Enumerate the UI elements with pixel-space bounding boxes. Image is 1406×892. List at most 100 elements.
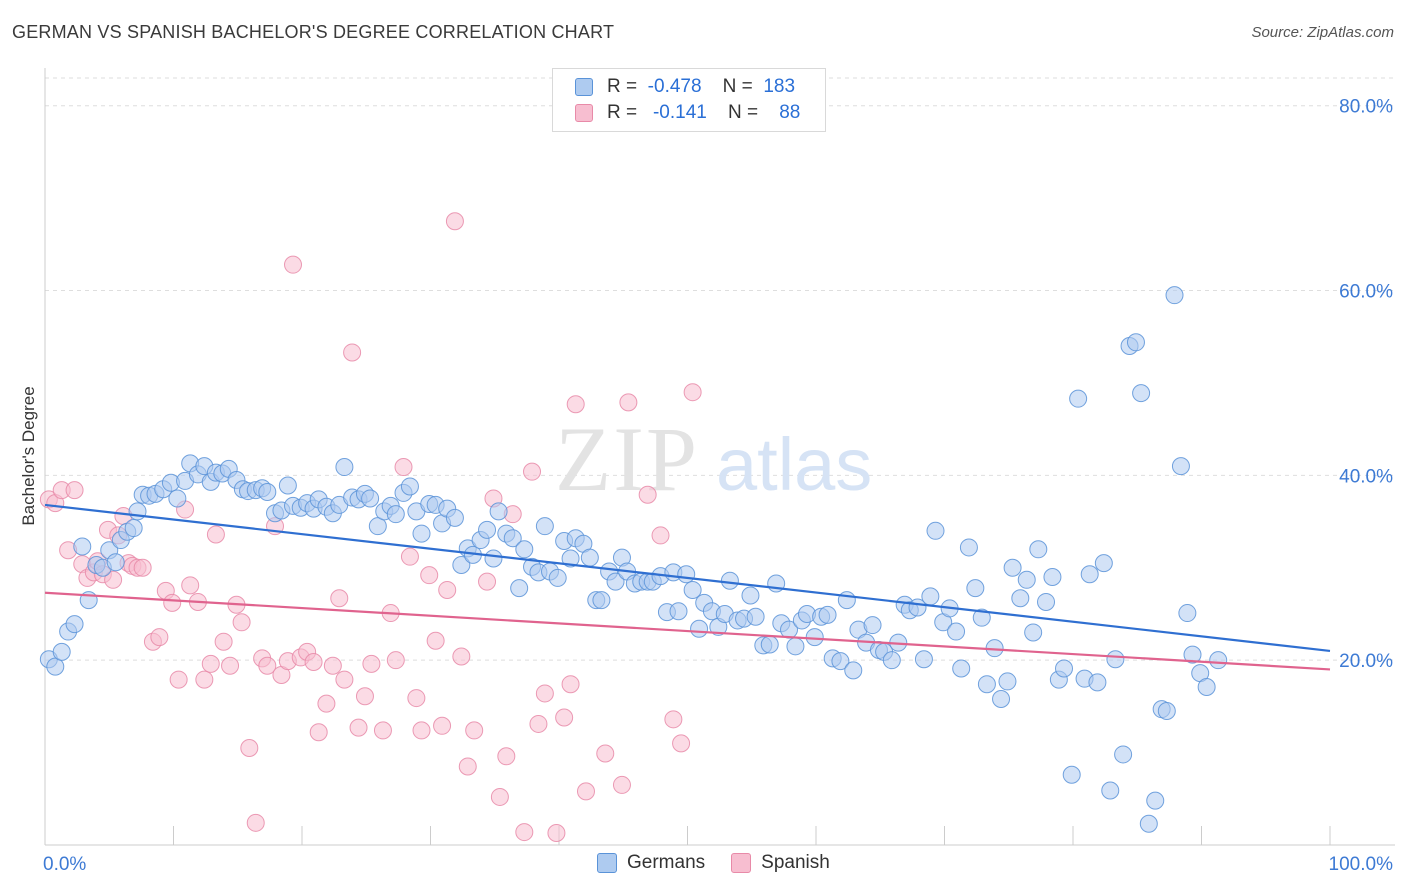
germans-legend-swatch: [597, 853, 617, 873]
legend-n-label: N =: [727, 102, 759, 123]
data-point: [947, 622, 966, 641]
data-point: [169, 670, 188, 689]
spanish-trend-line: [44, 591, 1331, 671]
data-point: [672, 734, 691, 753]
data-point: [412, 721, 431, 740]
data-point: [548, 568, 567, 587]
axes: [44, 68, 1395, 846]
legend-n-label: N =: [722, 76, 753, 97]
legend-item-spanish[interactable]: Spanish: [731, 852, 830, 874]
data-point: [535, 517, 554, 536]
data-point: [478, 520, 497, 539]
spanish-legend-swatch: [731, 853, 752, 873]
data-point: [547, 823, 566, 842]
data-point: [452, 555, 471, 574]
data-point: [304, 653, 323, 672]
data-point: [400, 477, 419, 496]
data-point: [831, 652, 850, 671]
tick-labels: 20.0% 40.0% 60.0% 80.0% 0.0% 100.0%: [43, 97, 1393, 875]
data-point: [555, 708, 574, 727]
data-point: [124, 519, 143, 538]
data-point: [445, 212, 464, 231]
watermark-atlas: atlas: [716, 423, 872, 506]
data-point: [65, 481, 84, 500]
data-point: [1197, 677, 1216, 696]
data-point: [133, 558, 152, 577]
y-tick-label: 20.0%: [1339, 651, 1393, 672]
data-point: [361, 489, 380, 508]
data-point: [163, 593, 182, 612]
data-point: [73, 537, 92, 556]
data-point: [561, 675, 580, 694]
data-point: [343, 343, 362, 362]
data-point: [323, 656, 342, 675]
data-point: [65, 615, 84, 634]
data-point: [683, 383, 702, 402]
y-tick-label: 80.0%: [1339, 97, 1393, 118]
spanish-swatch: [575, 104, 593, 122]
data-point: [1209, 651, 1228, 670]
data-point: [452, 647, 471, 666]
data-point: [246, 813, 265, 832]
data-point: [258, 482, 277, 501]
data-point: [741, 586, 760, 605]
legend-r-label: R =: [607, 76, 638, 97]
data-point: [606, 572, 625, 591]
data-point: [1003, 558, 1022, 577]
data-point: [576, 782, 595, 801]
data-point: [992, 689, 1011, 708]
data-point: [1132, 384, 1151, 403]
data-point: [592, 591, 611, 610]
legend-row-spanish: R = -0.141 N = 88: [575, 100, 800, 126]
data-point: [690, 619, 709, 638]
data-point: [952, 659, 971, 678]
data-point: [998, 672, 1017, 691]
data-point: [497, 747, 516, 766]
data-point: [386, 505, 405, 524]
legend-item-germans[interactable]: Germans: [597, 852, 705, 874]
data-point: [529, 714, 548, 733]
data-point: [335, 458, 354, 477]
data-point: [104, 570, 123, 589]
data-point: [677, 565, 696, 584]
germans-legend-label: Germans: [627, 852, 706, 873]
data-point: [503, 529, 522, 548]
legend-n-value: 88: [779, 102, 801, 123]
data-point: [181, 576, 200, 595]
data-point: [400, 547, 419, 566]
data-point: [746, 607, 765, 626]
data-point: [1101, 781, 1120, 800]
data-point: [52, 642, 71, 661]
data-point: [433, 716, 452, 735]
y-axis-label: Bachelor's Degree: [19, 386, 38, 525]
data-point: [309, 723, 328, 742]
data-point: [914, 650, 933, 669]
spanish-legend-label: Spanish: [761, 852, 830, 873]
data-point: [515, 540, 534, 559]
data-point: [258, 656, 277, 675]
data-point: [373, 721, 392, 740]
data-point: [786, 637, 805, 656]
data-point: [232, 613, 251, 632]
legend-n-value: 183: [763, 76, 796, 97]
data-point: [1055, 659, 1074, 678]
data-point: [1088, 673, 1107, 692]
data-point: [720, 571, 739, 590]
y-tick-label: 40.0%: [1339, 466, 1393, 487]
data-point: [966, 579, 985, 598]
data-point: [465, 721, 484, 740]
correlation-legend: R = -0.478 N = 183 R = -0.141 N = 88: [552, 68, 826, 132]
data-point: [362, 654, 381, 673]
data-point: [612, 775, 631, 794]
legend-row-germans: R = -0.478 N = 183: [575, 74, 795, 100]
data-point: [1094, 554, 1113, 573]
data-point: [484, 549, 503, 568]
data-point: [535, 684, 554, 703]
data-point: [335, 670, 354, 689]
y-tick-label: 60.0%: [1339, 282, 1393, 303]
x-tick-label: 0.0%: [43, 854, 86, 875]
data-point: [438, 580, 457, 599]
data-point: [1178, 604, 1197, 623]
data-point: [128, 502, 147, 521]
legend-r-value: -0.478: [647, 76, 702, 97]
